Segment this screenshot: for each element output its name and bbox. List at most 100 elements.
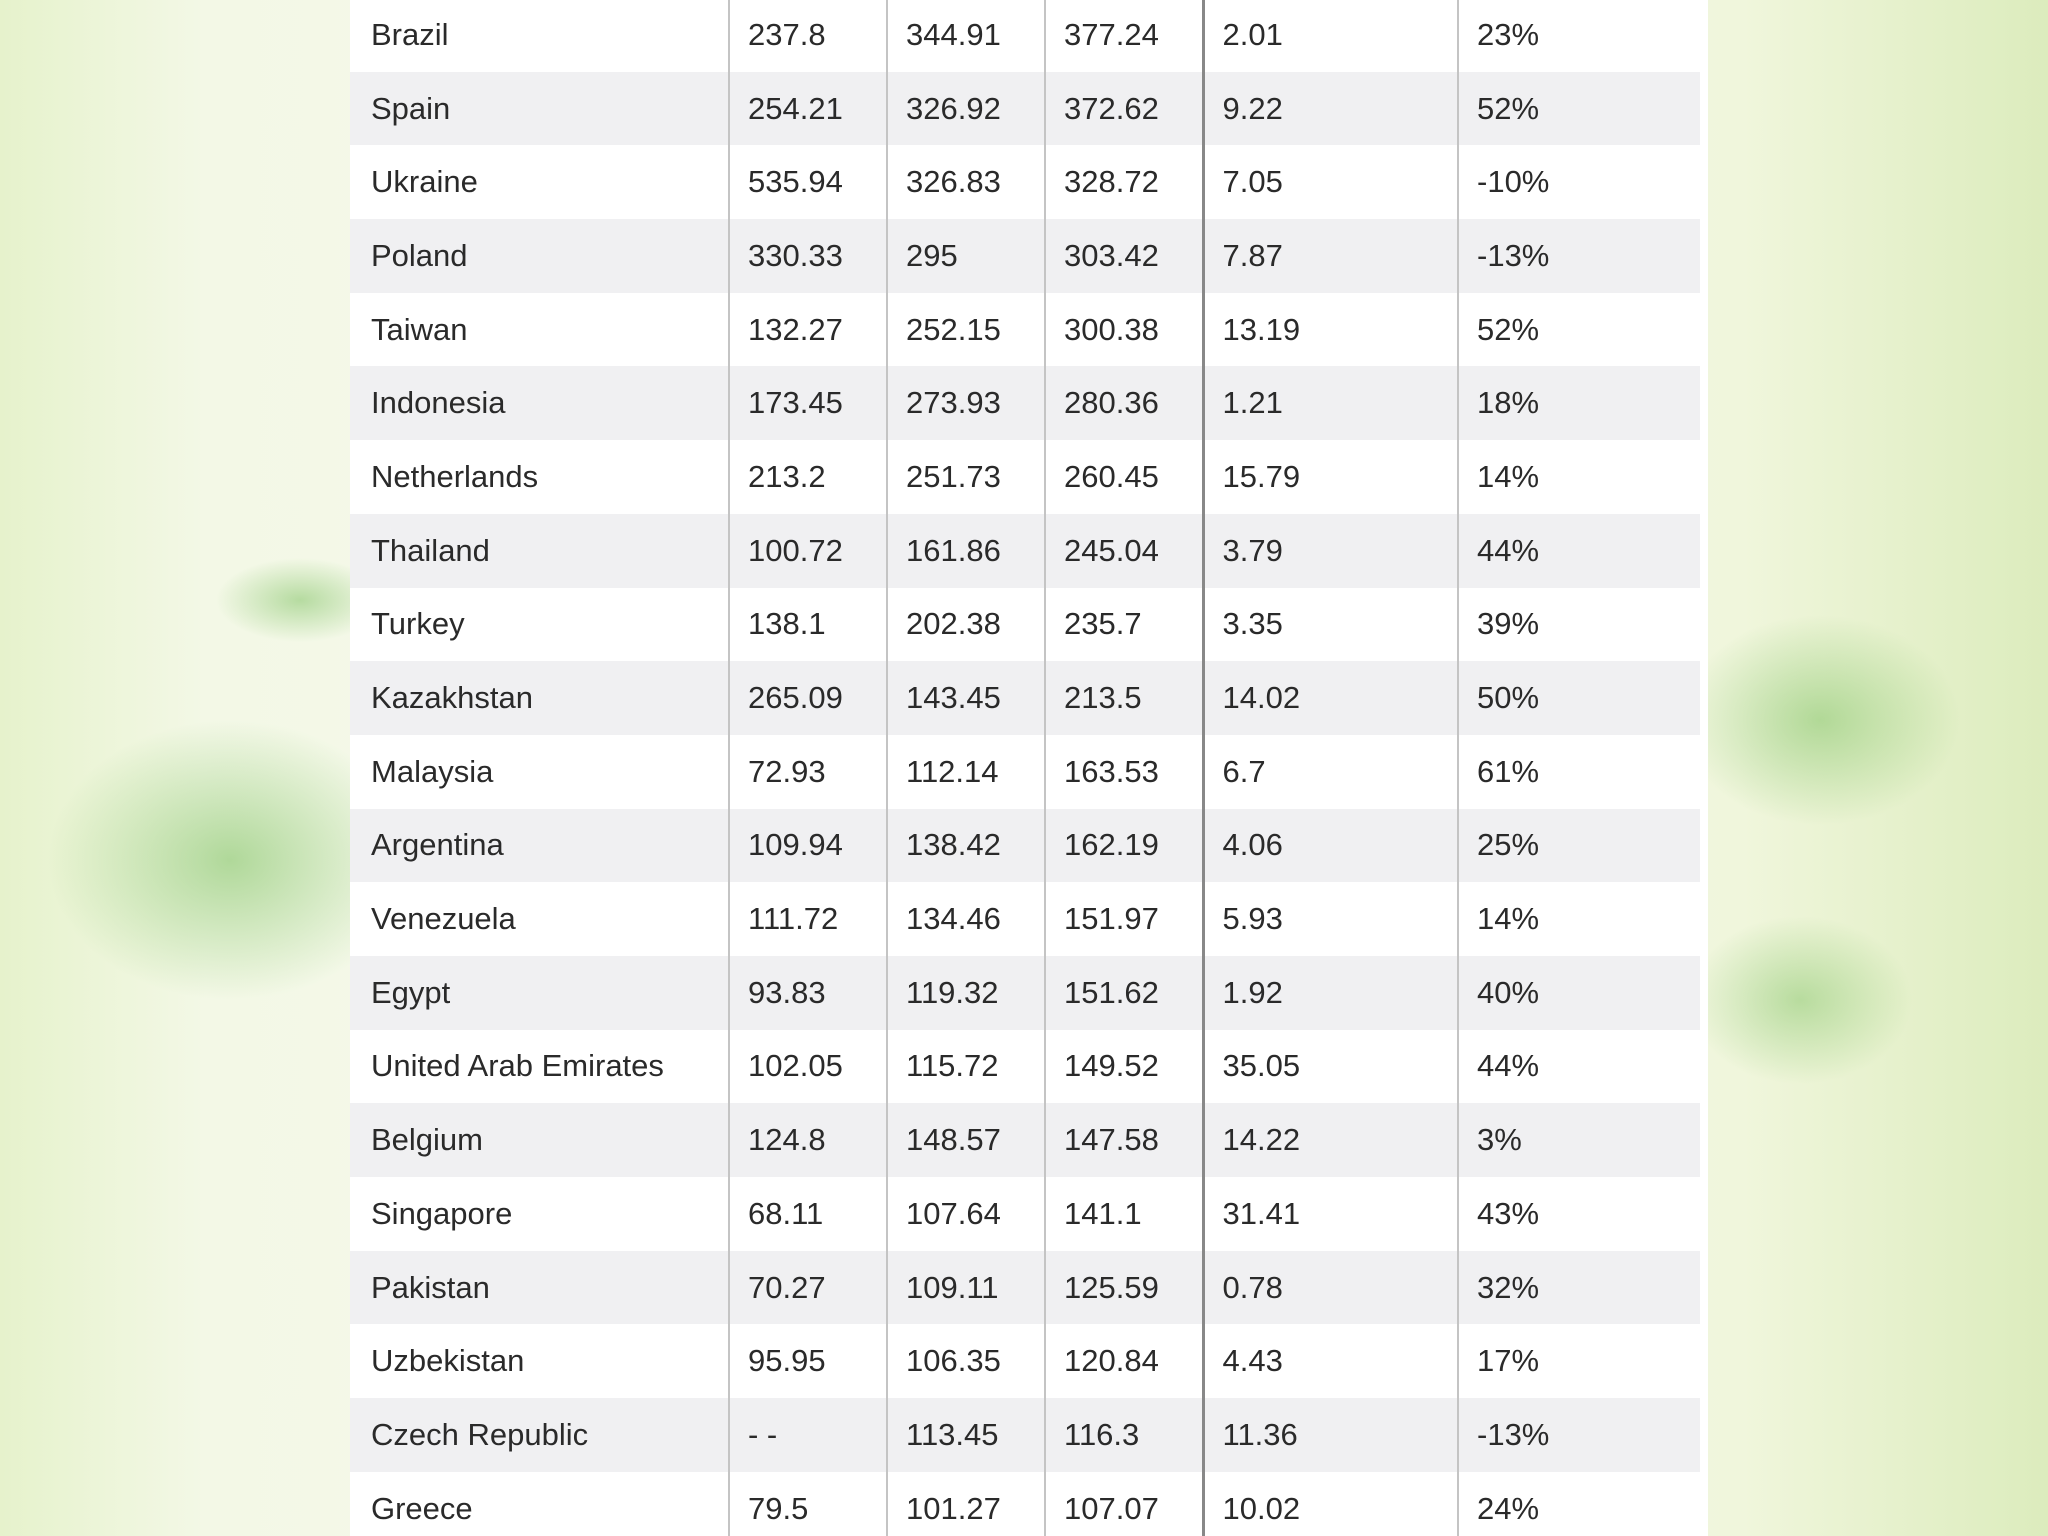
value-cell: 2.01: [1201, 0, 1458, 72]
value-cell: 31.41: [1201, 1177, 1458, 1251]
country-cell: Singapore: [371, 1195, 513, 1231]
value-cell: 18%: [1457, 366, 1700, 441]
value-cell: 43%: [1457, 1177, 1700, 1251]
value-cell: 377.24: [1044, 0, 1203, 72]
value-cell: 149.52: [1044, 1029, 1203, 1104]
value-cell: 24%: [1457, 1471, 1700, 1536]
table-row: Greece 79.5 101.27 107.07 10.02 24%: [350, 1471, 1700, 1536]
country-cell: Malaysia: [371, 753, 494, 789]
value-cell: 79.5: [728, 1471, 887, 1536]
value-cell: 107.07: [1044, 1471, 1203, 1536]
country-cell: Pakistan: [350, 1250, 729, 1325]
value-cell: 124.8: [728, 1103, 887, 1177]
country-cell: Indonesia: [350, 366, 729, 441]
value-cell: -10%: [1457, 145, 1700, 220]
value-cell: 109.11: [886, 1250, 1045, 1325]
country-cell: Spain: [350, 71, 729, 146]
value-cell: 10.02: [1201, 1471, 1458, 1536]
table-panel: Brazil 237.8 344.91 377.24 2.01 23% Spain 254.2…: [350, 0, 1708, 1536]
value-cell: 14.22: [1201, 1103, 1458, 1177]
value-cell: 254.21: [728, 71, 887, 146]
table-row: Uzbekistan 95.95 106.35 120.84 4.43 17%: [350, 1324, 1700, 1399]
table-row: Singapore 68.11 107.64 141.1 31.41 43%: [350, 1177, 1700, 1251]
value-cell: 237.8: [728, 0, 887, 72]
country-cell: Belgium: [350, 1103, 729, 1177]
country-cell: Taiwan: [371, 311, 468, 347]
data-table: Brazil 237.8 344.91 377.24 2.01 23% Spain 254.2…: [350, 0, 1700, 1536]
value-cell: 300.38: [1044, 292, 1203, 367]
value-cell: 213.5: [1044, 661, 1203, 735]
value-cell: 303.42: [1044, 219, 1203, 293]
value-cell: 535.94: [728, 145, 887, 220]
value-cell: 273.93: [886, 366, 1045, 441]
value-cell: 25%: [1457, 808, 1700, 883]
value-cell: 138.1: [728, 587, 887, 662]
value-cell: 235.7: [1044, 587, 1203, 662]
value-cell: 5.93: [1201, 882, 1458, 956]
value-cell: 116.3: [1044, 1398, 1203, 1472]
value-cell: 107.64: [886, 1177, 1045, 1251]
value-cell: 295: [886, 219, 1045, 293]
table-row: Turkey 138.1 202.38 235.7 3.35 39%: [350, 587, 1700, 662]
value-cell: 61%: [1457, 734, 1700, 809]
table-row: United Arab Emirates 102.05 115.72 149.52 35…: [350, 1029, 1700, 1104]
value-cell: 280.36: [1044, 366, 1203, 441]
value-cell: 125.59: [1044, 1250, 1203, 1325]
value-cell: 112.14: [886, 734, 1045, 809]
value-cell: 161.86: [886, 513, 1045, 588]
value-cell: 151.62: [1044, 955, 1203, 1030]
table-row: Venezuela 111.72 134.46 151.97 5.93 14%: [350, 882, 1700, 956]
value-cell: 202.38: [886, 587, 1045, 662]
value-cell: 148.57: [886, 1103, 1045, 1177]
country-cell: Egypt: [350, 955, 729, 1030]
table-row: Poland 330.33 295 303.42 7.87 -13%: [350, 219, 1700, 293]
value-cell: 115.72: [886, 1029, 1045, 1104]
table-row: Indonesia 173.45 273.93 280.36 1.21 18%: [350, 366, 1700, 441]
country-cell: United Arab Emirates: [371, 1048, 664, 1084]
table-row: Czech Republic - -113.45 116.3 11.36 -13%: [350, 1398, 1700, 1472]
value-cell: 3.79: [1201, 513, 1458, 588]
value-cell: 328.72: [1044, 145, 1203, 220]
value-cell: 245.04: [1044, 513, 1203, 588]
value-cell: 39%: [1457, 587, 1700, 662]
value-cell: 35.05: [1201, 1029, 1458, 1104]
value-cell: 7.87: [1201, 219, 1458, 293]
table-row: Kazakhstan 265.09 143.45 213.5 14.02 50%: [350, 661, 1700, 735]
country-cell: Netherlands: [371, 458, 539, 494]
table-row: Thailand 100.72 161.86 245.04 3.79 44%: [350, 513, 1700, 588]
country-cell: Brazil: [371, 16, 449, 52]
value-cell: 1.21: [1201, 366, 1458, 441]
value-cell: 330.33: [728, 219, 887, 293]
value-cell: 163.53: [1044, 734, 1203, 809]
value-cell: 141.1: [1044, 1177, 1203, 1251]
value-cell: 44%: [1457, 1029, 1700, 1104]
value-cell: 119.32: [886, 955, 1045, 1030]
value-cell: 52%: [1457, 71, 1700, 146]
country-cell: Poland: [350, 219, 729, 293]
value-cell: -13%: [1457, 1398, 1700, 1472]
value-cell: 260.45: [1044, 440, 1203, 514]
value-cell: 9.22: [1201, 71, 1458, 146]
value-cell: 106.35: [886, 1324, 1045, 1399]
value-cell: 102.05: [728, 1029, 887, 1104]
country-cell: Greece: [371, 1490, 473, 1526]
value-cell: 213.2: [728, 440, 887, 514]
value-cell: 3%: [1457, 1103, 1700, 1177]
country-cell: Argentina: [350, 808, 729, 883]
table-row: Argentina 109.94 138.42 162.19 4.06 25%: [350, 808, 1700, 883]
value-cell: - -: [728, 1398, 887, 1472]
table-row: Egypt 93.83 119.32 151.62 1.92 40%: [350, 955, 1700, 1030]
value-cell: 120.84: [1044, 1324, 1203, 1399]
table-row: Ukraine 535.94 326.83 328.72 7.05 -10%: [350, 145, 1700, 220]
value-cell: 138.42: [886, 808, 1045, 883]
value-cell: 113.45: [886, 1398, 1045, 1472]
value-cell: 265.09: [728, 661, 887, 735]
value-cell: 109.94: [728, 808, 887, 883]
value-cell: 0.78: [1201, 1250, 1458, 1325]
value-cell: 173.45: [728, 366, 887, 441]
country-cell: Czech Republic: [350, 1398, 729, 1472]
value-cell: 40%: [1457, 955, 1700, 1030]
value-cell: 344.91: [886, 0, 1045, 72]
value-cell: 326.92: [886, 71, 1045, 146]
